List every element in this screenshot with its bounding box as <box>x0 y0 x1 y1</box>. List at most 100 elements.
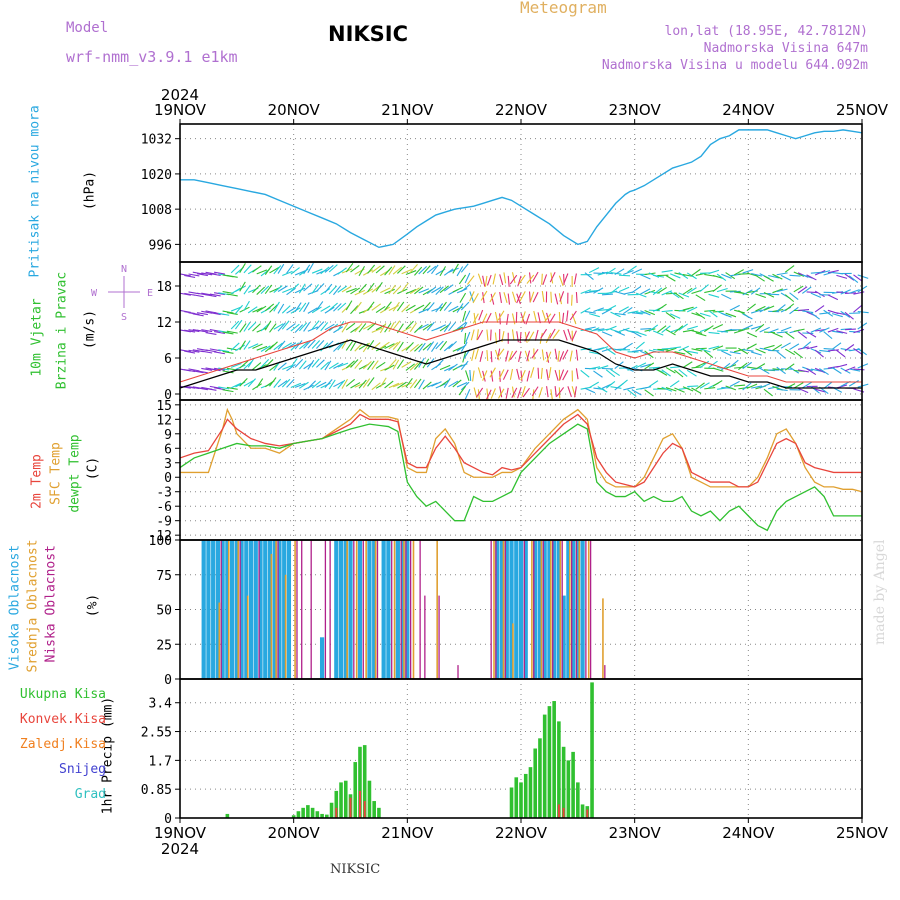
wind-arrow <box>397 265 406 274</box>
wind-arrow <box>256 286 266 295</box>
cloud-high-bar <box>282 540 287 679</box>
meteogram-title: Meteogram <box>520 0 607 17</box>
cloud-high-bar <box>570 540 576 679</box>
wind-arrow <box>529 291 535 303</box>
wind-arrow <box>517 275 522 287</box>
wind-arrow <box>751 325 762 330</box>
wind-arrow <box>687 350 699 354</box>
cloud-low-bar <box>542 540 544 679</box>
wind-arrow <box>409 287 420 295</box>
wind-arrow <box>721 312 732 318</box>
wind-arrow <box>414 304 425 311</box>
wind-arrow <box>511 386 515 398</box>
wind-arrow <box>486 350 489 362</box>
precip-total-bar <box>547 706 552 818</box>
wind-arrow <box>363 323 374 330</box>
wind-arrow <box>201 272 213 276</box>
wind-arrow <box>797 286 808 294</box>
wind-arrow <box>256 305 267 313</box>
cloud-high-bar <box>277 540 282 679</box>
wind-arrow <box>466 275 475 285</box>
wind-arrow <box>235 285 246 292</box>
cloud-low-bar <box>277 540 279 679</box>
wind-arrow <box>345 322 356 331</box>
wind-arrow <box>188 273 200 277</box>
wind-arrow <box>567 328 572 340</box>
wind-arrow <box>784 294 795 303</box>
wind-arrow <box>448 380 459 388</box>
wind-arrow <box>522 387 530 398</box>
wind-arrow <box>738 347 749 355</box>
cloud-high-bar <box>575 540 580 679</box>
wind-arrow <box>759 367 770 375</box>
y-tick-label: -9 <box>156 515 172 530</box>
wind-arrow <box>358 266 366 277</box>
wind-arrow <box>548 367 552 379</box>
wind-arrow <box>699 360 710 369</box>
wind-arrow <box>379 377 387 388</box>
wind-arrow <box>691 348 703 352</box>
wind-arrow <box>234 304 243 314</box>
wind-arrow <box>431 286 442 294</box>
wind-arrow <box>802 381 813 389</box>
wind-arrow <box>489 292 496 303</box>
wind-arrow <box>392 320 401 330</box>
wind-arrow <box>252 284 261 294</box>
wind-arrow <box>601 331 613 337</box>
wind-arrow <box>388 265 396 276</box>
wind-arrow <box>337 302 347 311</box>
wind-arrow <box>511 291 517 303</box>
compass-label: W <box>91 288 98 299</box>
wind-arrow <box>290 342 300 351</box>
wind-arrow <box>448 267 459 273</box>
cloud-high-bar <box>215 540 220 679</box>
wind-arrow <box>840 328 852 331</box>
wind-arrow <box>755 348 766 354</box>
wind-arrow <box>456 382 468 388</box>
wind-arrow <box>772 332 783 338</box>
wind-arrow <box>674 369 684 378</box>
wind-arrow <box>806 274 817 281</box>
wind-arrow <box>746 383 758 389</box>
wind-arrow <box>184 274 196 278</box>
x-tick-label-bottom: 22NOV <box>495 824 548 842</box>
x-tick-label-bottom: 19NOV <box>154 824 207 842</box>
cloud-mid-bar <box>540 540 543 679</box>
wind-arrow <box>439 266 447 277</box>
wind-arrow <box>580 369 590 378</box>
wind-arrow <box>751 351 762 356</box>
y-tick-label: 0 <box>164 673 172 688</box>
y-tick-label: 1020 <box>141 168 172 183</box>
wind-arrow <box>721 350 732 357</box>
wind-arrow <box>708 293 720 298</box>
wind-arrow <box>299 381 309 389</box>
wind-arrow <box>277 380 288 388</box>
wind-arrow <box>524 350 530 362</box>
wind-arrow <box>252 362 262 371</box>
wind-arrow <box>392 285 402 295</box>
cloud-high-bar <box>267 540 273 679</box>
wind-arrow <box>337 321 345 331</box>
wind-arrow <box>857 310 869 314</box>
wind-arrow <box>230 306 242 312</box>
wind-arrow <box>494 311 499 323</box>
wind-arrow <box>661 386 673 392</box>
wind-arrow <box>635 331 647 337</box>
wind-arrow <box>362 342 370 353</box>
wind-arrow <box>575 368 579 380</box>
wind-arrow <box>742 361 753 370</box>
wind-arrow <box>239 323 247 333</box>
wind-arrow <box>282 364 293 370</box>
wind-arrow <box>431 381 442 387</box>
wind-arrow <box>474 348 479 360</box>
x-tick-label-top: 19NOV <box>154 101 207 119</box>
wind-arrow <box>209 348 221 352</box>
wind-arrow <box>482 275 486 287</box>
wind-arrow <box>844 344 855 352</box>
wind-arrow <box>554 369 559 381</box>
wind-arrow <box>678 345 689 352</box>
wind-arrow <box>506 313 509 325</box>
wind-arrow <box>806 291 818 294</box>
wind-arrow <box>243 380 254 387</box>
precip-total-bar <box>542 714 547 818</box>
